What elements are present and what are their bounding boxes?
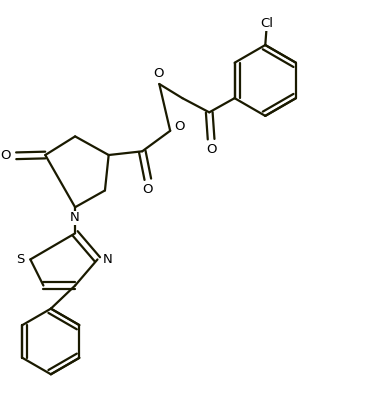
- Text: O: O: [174, 120, 185, 133]
- Text: N: N: [70, 211, 80, 224]
- Text: N: N: [103, 253, 113, 266]
- Text: O: O: [0, 149, 10, 162]
- Text: O: O: [153, 68, 163, 81]
- Text: Cl: Cl: [260, 17, 273, 30]
- Text: O: O: [143, 183, 153, 196]
- Text: S: S: [16, 253, 24, 266]
- Text: O: O: [206, 143, 216, 156]
